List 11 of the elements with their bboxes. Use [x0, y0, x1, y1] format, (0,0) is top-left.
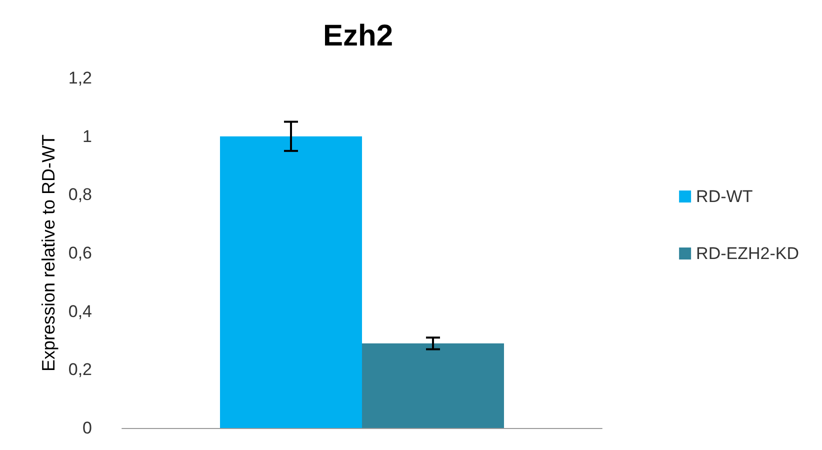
chart-title: Ezh2 [323, 20, 394, 52]
y-tick-label: 0,4 [68, 302, 92, 321]
y-tick-label: 0,6 [68, 244, 92, 262]
legend-label: RD-WT [696, 187, 753, 206]
y-tick-label: 0,2 [68, 360, 92, 380]
y-tick-label: 0,8 [68, 185, 92, 204]
y-axis-title: Expression relative to RD-WT [38, 134, 58, 372]
legend-label: RD-EZH2-KD [696, 244, 800, 263]
y-tick-label: 1 [82, 126, 92, 146]
y-tick-label: 1,2 [68, 68, 92, 88]
y-tick-label: 0 [82, 418, 92, 438]
